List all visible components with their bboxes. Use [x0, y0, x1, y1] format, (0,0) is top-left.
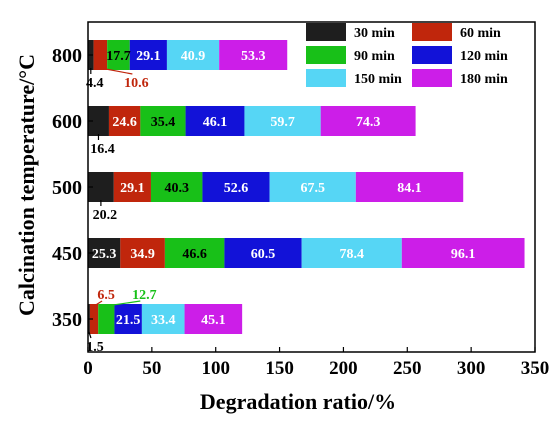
- x-axis-ticks: 0 50 100 150 200 250 300 350: [83, 347, 549, 379]
- outside-label-350-60min: 6.5: [97, 288, 115, 303]
- bar-600-120min: [185, 106, 245, 136]
- leader-line: [106, 300, 141, 307]
- outside-label-350-90min: 12.7: [132, 288, 157, 303]
- bar-label-450-180min: 96.1: [451, 247, 476, 262]
- x-tick-label: 100: [201, 358, 230, 379]
- x-tick-label: 50: [142, 358, 161, 379]
- bar-350-120min: [114, 304, 142, 334]
- bar-450-150min: [301, 238, 402, 268]
- bar-label-800-180min: 53.3: [241, 49, 266, 64]
- bar-600-30min: [88, 106, 109, 136]
- legend-swatch-60min: [412, 23, 452, 41]
- y-tick-label: 600: [52, 111, 82, 133]
- legend-label-60min: 60 min: [460, 26, 501, 41]
- bar-label-350-180min: 45.1: [201, 313, 226, 328]
- bar-450-90min: [164, 238, 225, 268]
- outside-label-800-30min: 4.4: [86, 76, 104, 91]
- legend-swatch-150min: [306, 69, 346, 87]
- y-tick-label: 350: [52, 309, 82, 331]
- bar-label-500-180min: 84.1: [397, 181, 422, 196]
- bar-500-60min: [113, 172, 151, 202]
- bar-800-180min: [219, 40, 288, 70]
- bar-600-90min: [140, 106, 186, 136]
- bar-500-90min: [150, 172, 203, 202]
- leader-line: [88, 331, 92, 339]
- leader-line: [100, 67, 133, 75]
- bar-label-450-60min: 34.9: [130, 247, 155, 262]
- bar-350-150min: [141, 304, 185, 334]
- outside-label-800-60min: 10.6: [124, 76, 149, 91]
- legend: 30 min 60 min 90 min 120 min 150 min 180 min: [306, 23, 508, 87]
- bar-500-150min: [269, 172, 356, 202]
- bar-label-600-150min: 59.7: [270, 115, 295, 130]
- legend-swatch-30min: [306, 23, 346, 41]
- bar-label-800-150min: 40.9: [181, 49, 206, 64]
- bar-600-150min: [244, 106, 321, 136]
- x-tick-label: 150: [265, 358, 294, 379]
- bar-label-500-150min: 67.5: [300, 181, 325, 196]
- outside-label-500-30min: 20.2: [93, 208, 118, 223]
- x-tick-label: 250: [393, 358, 422, 379]
- bar-450-120min: [224, 238, 302, 268]
- bar-800-90min: [107, 40, 130, 70]
- x-tick-label: 0: [83, 358, 93, 379]
- bar-600-60min: [108, 106, 141, 136]
- legend-label-120min: 120 min: [460, 49, 508, 64]
- leader-line: [93, 300, 103, 307]
- bar-800-150min: [166, 40, 220, 70]
- bar-450-180min: [401, 238, 525, 268]
- legend-swatch-90min: [306, 46, 346, 64]
- bar-350-90min: [98, 304, 115, 334]
- bar-label-350-150min: 33.4: [151, 313, 176, 328]
- bar-label-450-90min: 46.6: [182, 247, 207, 262]
- legend-label-180min: 180 min: [460, 72, 508, 87]
- bar-label-500-60min: 29.1: [120, 181, 145, 196]
- bar-500-180min: [355, 172, 464, 202]
- segment-labels-layer: 21.5 33.4 45.1 25.3 34.9 46.6 60.5 78.4 96.1 29.1…: [92, 49, 476, 328]
- legend-label-150min: 150 min: [354, 72, 402, 87]
- bar-450-30min: [88, 238, 121, 268]
- legend-label-30min: 30 min: [354, 26, 395, 41]
- x-tick-label: 200: [329, 358, 358, 379]
- x-tick-label: 350: [521, 358, 550, 379]
- bar-label-600-180min: 74.3: [356, 115, 381, 130]
- bar-label-600-60min: 24.6: [112, 115, 137, 130]
- bar-label-450-30min: 25.3: [92, 247, 117, 262]
- bar-350-180min: [184, 304, 243, 334]
- legend-label-90min: 90 min: [354, 49, 395, 64]
- bar-label-800-120min: 29.1: [136, 49, 161, 64]
- bars-layer: [88, 40, 525, 334]
- bar-label-450-150min: 78.4: [339, 247, 364, 262]
- bar-label-600-90min: 35.4: [151, 115, 176, 130]
- x-tick-label: 300: [457, 358, 486, 379]
- x-axis-label: Degradation ratio/%: [200, 389, 396, 414]
- bar-label-450-120min: 60.5: [251, 247, 276, 262]
- outside-label-600-30min: 16.4: [90, 142, 115, 157]
- bar-500-120min: [202, 172, 270, 202]
- legend-swatch-120min: [412, 46, 452, 64]
- y-tick-label: 450: [52, 243, 82, 265]
- bar-label-500-90min: 40.3: [164, 181, 189, 196]
- bar-label-800-90min: 17.7: [106, 49, 131, 64]
- bar-label-600-120min: 46.1: [203, 115, 228, 130]
- bar-800-120min: [129, 40, 167, 70]
- bar-label-350-120min: 21.5: [116, 313, 141, 328]
- bar-450-60min: [120, 238, 165, 268]
- bar-350-60min: [89, 304, 99, 334]
- y-tick-label: 500: [52, 177, 82, 199]
- y-tick-label: 800: [52, 45, 82, 67]
- bar-600-180min: [320, 106, 416, 136]
- y-axis-ticks: 350 450 500 600 800: [52, 45, 93, 331]
- legend-swatch-180min: [412, 69, 452, 87]
- bar-label-500-120min: 52.6: [224, 181, 249, 196]
- y-axis-label: Calcination temperature/°C: [14, 54, 39, 316]
- annotations-layer: 1.56.5 12.720.216.44.4 10.6: [86, 67, 157, 355]
- bar-800-60min: [93, 40, 108, 70]
